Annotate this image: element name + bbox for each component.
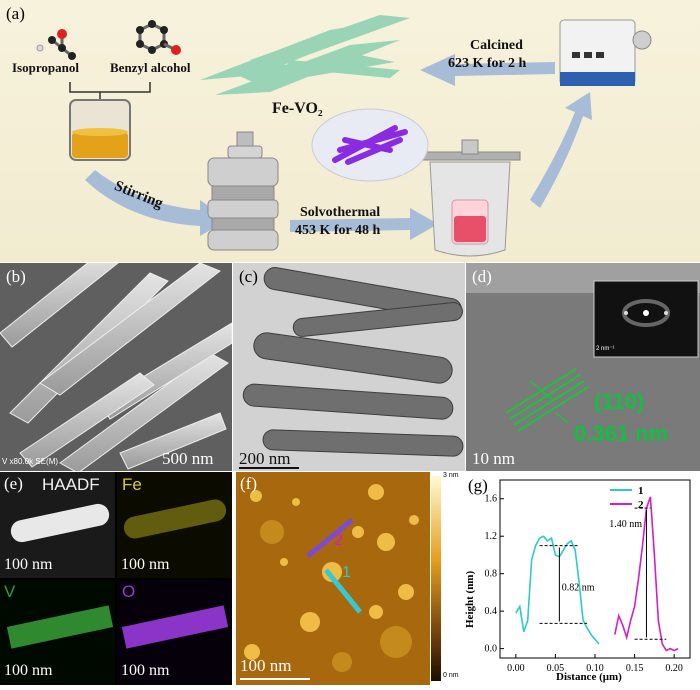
- fft-inset-scale: 2 nm⁻¹: [596, 346, 615, 352]
- synthesis-scheme: (a): [0, 0, 700, 262]
- eds-tile-fe: [117, 472, 232, 578]
- afm-line-1-label: 1: [342, 564, 351, 581]
- solvothermal-label: Solvothermal: [300, 205, 381, 220]
- y-tick-label: 1.6: [485, 494, 498, 505]
- panel-label-d: (d): [472, 267, 492, 286]
- annotation-1.40nm: 1.40 nm: [609, 519, 642, 530]
- furnace-icon: [559, 19, 652, 86]
- x-axis-label: Distance (μm): [556, 671, 622, 683]
- nanorod-bubble-icon: [311, 108, 429, 190]
- annotation-0.82nm: 0.82 nm: [562, 583, 595, 594]
- tem-image: (c) 200 nm: [233, 263, 465, 471]
- afm-scale-bar: [240, 678, 310, 680]
- height-profile-svg: 0.00 0.05 0.10 0.15 0.20 0.0 0.4 0.8 1.2 1.6 0.82 …: [485, 479, 691, 674]
- y-tick-label: 1.2: [485, 531, 498, 542]
- benzyl-alcohol-label: Benzyl alcohol: [110, 60, 191, 75]
- eds-o-scale: 100 nm: [121, 662, 170, 679]
- autoclave-icon: [207, 131, 279, 251]
- y-axis-label: Height (nm): [464, 570, 476, 628]
- afm-spacer: [434, 472, 436, 474]
- tem-scale-bar: [239, 467, 299, 469]
- eds-tile-o: [117, 580, 232, 685]
- eds-v-label: V: [4, 582, 16, 601]
- calcined-label: Calcined: [470, 38, 523, 53]
- beaker-icon: [69, 99, 131, 161]
- lattice-spacing-label: 0.361 nm: [574, 421, 669, 446]
- o-rod: [121, 605, 229, 649]
- sem-image: (b) V x80.0k SE(M) 500 nm: [0, 263, 232, 471]
- fevo2-label: Fe-VO₂: [272, 100, 323, 117]
- fe-rod: [121, 497, 229, 541]
- sem-scale-label: 500 nm: [162, 449, 214, 468]
- tem-nanorods-graphic: [233, 263, 465, 471]
- legend-label-2: 2: [638, 499, 644, 511]
- sem-meta: V x80.0k SE(M): [2, 457, 59, 466]
- fevo2-sheets-icon: [200, 15, 410, 95]
- y-tick-label: 0.8: [485, 569, 498, 580]
- eds-fe-label: Fe: [122, 475, 142, 494]
- series-1-line: [515, 535, 600, 645]
- afm-line-2-label: 2: [334, 532, 343, 549]
- afm-panel: (f) 2 1 100 nm: [236, 472, 436, 685]
- calcined-arrow-icon: [420, 54, 555, 86]
- x-tick-label: 0.05: [547, 663, 565, 674]
- eds-fe-scale: 100 nm: [121, 556, 170, 573]
- height-profile-chart: 0.00 0.05 0.10 0.15 0.20 0.0 0.4 0.8 1.2 1.6 0.82 …: [460, 472, 700, 685]
- x-tick-label: 0.00: [507, 663, 524, 674]
- calcined-conditions: 623 K for 2 h: [448, 56, 527, 71]
- tem-scale-label: 200 nm: [239, 449, 291, 468]
- eds-maps: (e) HAADF Fe V O 100 nm 100 nm 100 nm 10…: [0, 472, 232, 685]
- eds-v-scale: 100 nm: [4, 662, 53, 679]
- solvothermal-conditions: 453 K for 48 h: [295, 223, 381, 238]
- eds-haadf-label: HAADF: [42, 475, 100, 494]
- haadf-rod: [8, 501, 112, 545]
- eds-haadf-scale: 100 nm: [4, 556, 53, 573]
- panel-label-c: (c): [239, 267, 258, 286]
- y-tick-label: 0.0: [485, 644, 498, 655]
- hrtem-scale-label: 10 nm: [472, 449, 515, 468]
- solvothermal-arrow-icon: [290, 208, 438, 240]
- isopropanol-label: Isopropanol: [12, 60, 79, 75]
- x-tick-label: 0.15: [626, 663, 644, 674]
- heating-arrow-icon: [530, 92, 592, 208]
- afm-colorbar-max: 3 nm: [443, 472, 459, 479]
- panel-label-b: (b): [6, 267, 26, 286]
- afm-colorbar-min: 0 nm: [443, 672, 459, 679]
- sem-nanorods-graphic: [0, 263, 232, 471]
- lattice-plane-label: (110): [594, 389, 645, 414]
- reactor-icon: [419, 139, 521, 257]
- hrtem-image: (d) 2 nm⁻¹ (110) 0.361 nm 10 nm: [466, 263, 700, 471]
- plot-frame: [499, 479, 691, 659]
- x-tick-label: 0.20: [665, 663, 683, 674]
- stirring-arrow-icon: [85, 170, 228, 236]
- hrtem-lattice-graphic: [466, 263, 700, 471]
- x-tick-label: 0.10: [586, 663, 604, 674]
- panel-label-e: (e): [4, 474, 23, 493]
- scheme-graphics: [36, 15, 652, 257]
- eds-tile-haadf: [0, 472, 115, 578]
- panel-label-f: (f): [240, 474, 257, 493]
- afm-colorbar: [431, 476, 441, 681]
- afm-scale-label: 100 nm: [240, 656, 292, 675]
- y-tick-label: 0.4: [485, 606, 498, 617]
- afm-graphic: [236, 472, 430, 685]
- v-rod: [6, 605, 114, 649]
- isopropanol-molecule-icon: [36, 29, 76, 60]
- eds-tile-v: [0, 580, 115, 685]
- panel-label-g: (g): [468, 476, 488, 495]
- eds-o-label: O: [122, 582, 136, 601]
- panel-label-a: (a): [6, 4, 25, 23]
- benzyl-alcohol-molecule-icon: [136, 20, 181, 55]
- legend-label-1: 1: [638, 485, 644, 497]
